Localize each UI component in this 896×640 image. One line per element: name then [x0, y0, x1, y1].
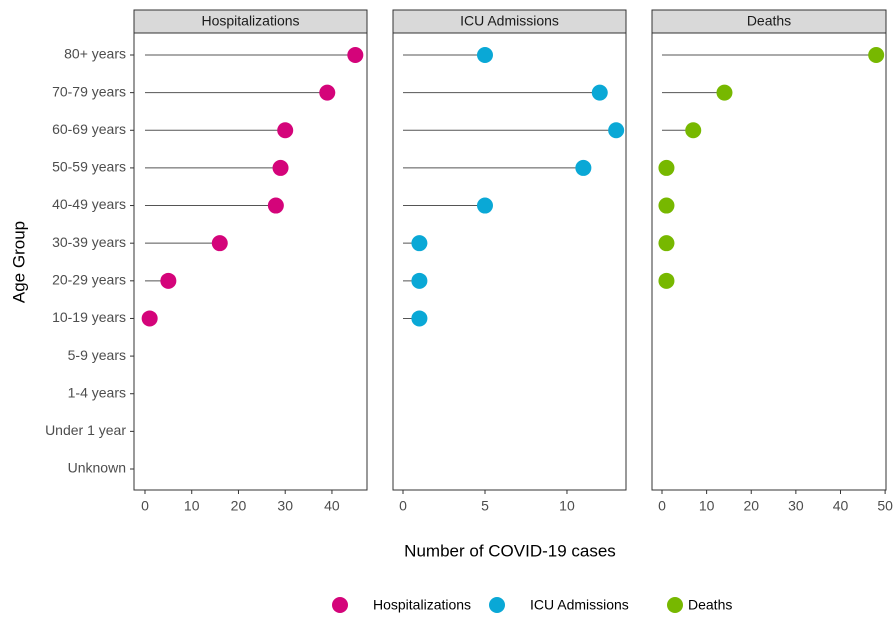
legend-marker [667, 597, 683, 613]
strip-label: ICU Admissions [460, 13, 559, 29]
lollipop-dot [272, 159, 289, 176]
y-tick-label: 20-29 years [52, 272, 126, 288]
x-tick-label: 30 [788, 498, 804, 514]
lollipop-dot [411, 235, 428, 252]
x-tick-label: 0 [141, 498, 149, 514]
lollipop-dot [476, 197, 493, 214]
legend-label: Hospitalizations [373, 597, 471, 613]
lollipop-dot [411, 272, 428, 289]
panel [392, 32, 627, 491]
x-tick-label: 50 [877, 498, 893, 514]
lollipop-dot [591, 84, 608, 101]
lollipop-dot [868, 47, 885, 63]
x-axis-title: Number of COVID-19 cases [404, 541, 616, 560]
lollipop-dot [658, 235, 675, 252]
lollipop-dot [347, 47, 364, 63]
x-tick-label: 20 [231, 498, 247, 514]
y-tick-label: 40-49 years [52, 196, 126, 212]
x-tick-label: 40 [833, 498, 849, 514]
y-axis-title: Age Group [9, 221, 28, 303]
y-tick-label: 60-69 years [52, 121, 126, 137]
y-tick-label: Unknown [68, 460, 126, 476]
lollipop-dot [141, 310, 158, 327]
lollipop-dot [411, 310, 428, 327]
x-tick-label: 0 [399, 498, 407, 514]
lollipop-dot [211, 235, 228, 252]
lollipop-dot [267, 197, 284, 214]
x-tick-label: 10 [184, 498, 200, 514]
x-tick-label: 40 [324, 498, 340, 514]
y-tick-label: 50-59 years [52, 159, 126, 175]
lollipop-dot [685, 122, 702, 139]
y-tick-label: 70-79 years [52, 83, 126, 99]
lollipop-dot [476, 47, 493, 63]
lollipop-dot [608, 122, 625, 139]
panel [651, 32, 887, 491]
lollipop-dot [160, 272, 177, 289]
x-tick-label: 20 [743, 498, 759, 514]
panel [133, 32, 368, 491]
legend-label: ICU Admissions [530, 597, 629, 613]
y-tick-label: Under 1 year [45, 422, 126, 438]
x-tick-label: 5 [481, 498, 489, 514]
lollipop-dot [319, 84, 336, 101]
x-tick-label: 0 [658, 498, 666, 514]
x-tick-label: 30 [277, 498, 293, 514]
legend-label: Deaths [688, 597, 732, 613]
y-tick-label: 30-39 years [52, 234, 126, 250]
x-tick-label: 10 [699, 498, 715, 514]
lollipop-dot [658, 159, 675, 176]
y-tick-label: 10-19 years [52, 309, 126, 325]
strip-label: Deaths [747, 13, 791, 29]
legend-marker [489, 597, 505, 613]
strip-label: Hospitalizations [201, 13, 299, 29]
lollipop-dot [658, 197, 675, 214]
lollipop-dot [658, 272, 675, 289]
x-tick-label: 10 [559, 498, 575, 514]
lollipop-dot [277, 122, 294, 139]
y-tick-label: 80+ years [64, 46, 126, 62]
y-tick-label: 1-4 years [68, 384, 126, 400]
y-tick-label: 5-9 years [68, 347, 126, 363]
legend-marker [332, 597, 348, 613]
lollipop-dot [716, 84, 733, 101]
lollipop-dot [575, 159, 592, 176]
